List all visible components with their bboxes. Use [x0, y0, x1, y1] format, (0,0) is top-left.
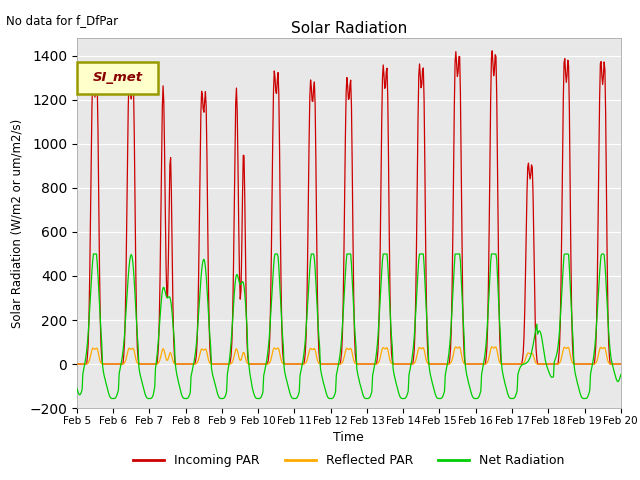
- Legend: Incoming PAR, Reflected PAR, Net Radiation: Incoming PAR, Reflected PAR, Net Radiati…: [128, 449, 570, 472]
- Title: Solar Radiation: Solar Radiation: [291, 21, 407, 36]
- Y-axis label: Solar Radiation (W/m2 or um/m2/s): Solar Radiation (W/m2 or um/m2/s): [11, 119, 24, 328]
- FancyBboxPatch shape: [77, 62, 159, 94]
- Text: No data for f_DfPar: No data for f_DfPar: [6, 14, 118, 27]
- Text: SI_met: SI_met: [93, 72, 143, 84]
- X-axis label: Time: Time: [333, 431, 364, 444]
